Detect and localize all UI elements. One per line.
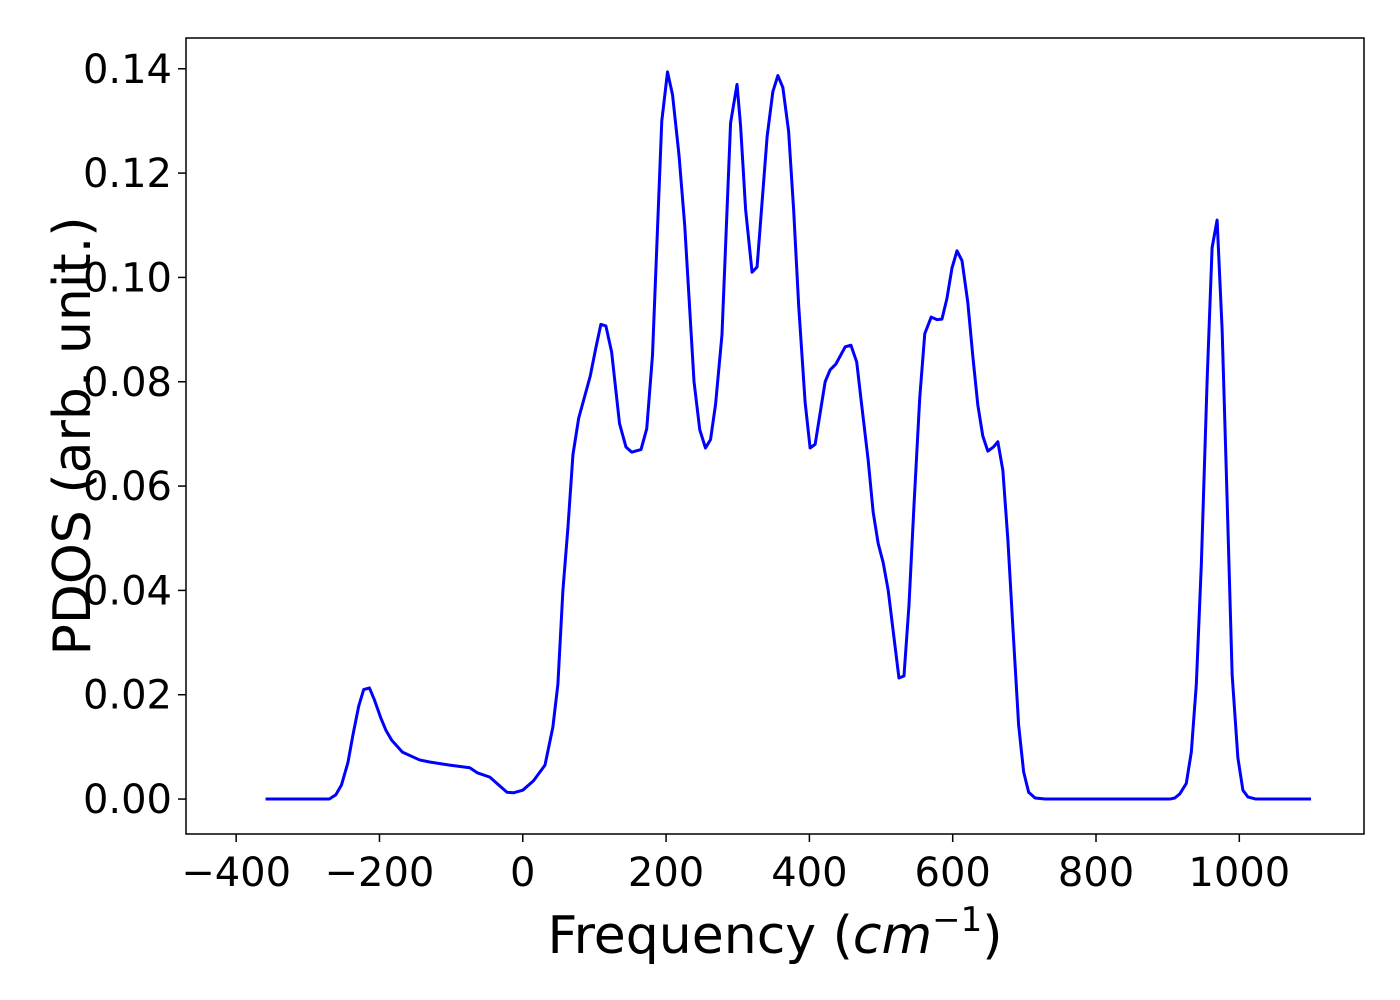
x-tick-label: 200 xyxy=(628,850,704,896)
x-tick-label: −200 xyxy=(325,850,435,896)
x-tick-label: 600 xyxy=(915,850,991,896)
y-tick-label: 0.02 xyxy=(83,673,172,719)
x-tick-label: 1000 xyxy=(1188,850,1290,896)
x-label-close: ) xyxy=(982,906,1002,966)
x-tick-label: 800 xyxy=(1058,850,1134,896)
x-label-sup: −1 xyxy=(932,900,982,940)
x-tick-label: −400 xyxy=(181,850,291,896)
y-tick-label: 0.04 xyxy=(83,568,172,614)
x-label-text: Frequency ( xyxy=(547,906,852,966)
x-tick-label: 400 xyxy=(771,850,847,896)
plot-frame xyxy=(185,37,1365,835)
y-tick-label: 0.14 xyxy=(83,47,172,93)
y-tick-label: 0.10 xyxy=(83,255,172,301)
x-axis-label: Frequency (cm−1) xyxy=(547,900,1002,966)
x-label-math: cm xyxy=(853,906,932,966)
y-axis-label: PDOS (arb. unit.) xyxy=(43,216,103,655)
line-series xyxy=(265,70,1311,801)
y-tick-label: 0.06 xyxy=(83,464,172,510)
x-tick-label: 0 xyxy=(510,850,535,896)
y-tick-label: 0.00 xyxy=(83,777,172,823)
y-tick-label: 0.08 xyxy=(83,360,172,406)
y-tick-label: 0.12 xyxy=(83,151,172,197)
